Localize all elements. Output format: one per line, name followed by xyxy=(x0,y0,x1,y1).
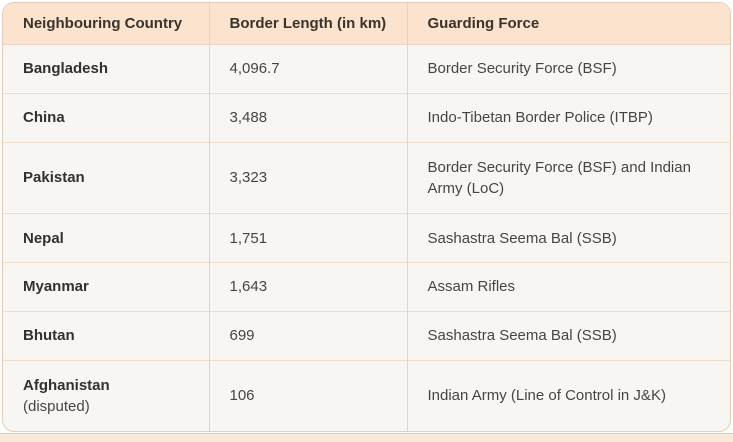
border-length-value: 4,096.7 xyxy=(208,44,407,94)
column-header-neighbouring-country: Neighbouring Country xyxy=(3,3,209,45)
country-name: Nepal xyxy=(23,229,64,247)
column-header-guarding-force: Guarding Force xyxy=(406,3,730,45)
country-name: Afghanistan xyxy=(23,376,110,394)
country-cell: Myanmar xyxy=(3,262,209,311)
guarding-force-value: Sashastra Seema Bal (SSB) xyxy=(406,213,730,263)
country-name: Myanmar xyxy=(23,278,89,296)
border-length-value: 3,488 xyxy=(208,93,407,143)
table-row: Nepal 1,751 Sashastra Seema Bal (SSB) xyxy=(3,213,730,263)
country-cell: Bangladesh xyxy=(3,45,209,94)
table-row: Pakistan 3,323 Border Security Force (BS… xyxy=(3,142,730,214)
country-name: China xyxy=(23,109,65,127)
border-table-card: Neighbouring Country Border Length (in k… xyxy=(2,2,731,432)
table-row: Myanmar 1,643 Assam Rifles xyxy=(3,262,730,312)
country-note: (disputed) xyxy=(23,397,90,415)
table-header: Neighbouring Country Border Length (in k… xyxy=(3,3,730,45)
table-row: Bhutan 699 Sashastra Seema Bal (SSB) xyxy=(3,311,730,361)
column-header-border-length: Border Length (in km) xyxy=(208,3,407,45)
guarding-force-value: Assam Rifles xyxy=(406,262,730,312)
table-row: Bangladesh 4,096.7 Border Security Force… xyxy=(3,44,730,94)
table-body: Bangladesh 4,096.7 Border Security Force… xyxy=(3,44,730,431)
header-row: Neighbouring Country Border Length (in k… xyxy=(3,3,730,45)
country-name: Bhutan xyxy=(23,327,75,345)
country-cell: Pakistan xyxy=(3,142,209,213)
page-section-below-table xyxy=(0,433,733,442)
border-length-value: 1,643 xyxy=(208,262,407,312)
guarding-force-value: Sashastra Seema Bal (SSB) xyxy=(406,311,730,361)
border-length-value: 3,323 xyxy=(208,142,407,214)
guarding-force-value: Border Security Force (BSF) and Indian A… xyxy=(406,142,730,214)
guarding-force-value: Border Security Force (BSF) xyxy=(406,44,730,94)
guarding-force-value: Indo-Tibetan Border Police (ITBP) xyxy=(406,93,730,143)
table-row: Afghanistan (disputed) 106 Indian Army (… xyxy=(3,360,730,431)
guarding-force-value: Indian Army (Line of Control in J&K) xyxy=(406,360,730,431)
country-cell: Nepal xyxy=(3,214,209,263)
border-table: Neighbouring Country Border Length (in k… xyxy=(3,3,730,431)
border-length-value: 1,751 xyxy=(208,213,407,263)
country-name: Pakistan xyxy=(23,169,85,187)
country-cell: China xyxy=(3,93,209,142)
border-length-value: 699 xyxy=(208,311,407,361)
country-cell: Afghanistan (disputed) xyxy=(3,360,209,431)
table-row: China 3,488 Indo-Tibetan Border Police (… xyxy=(3,93,730,143)
country-cell: Bhutan xyxy=(3,311,209,360)
border-length-value: 106 xyxy=(208,360,407,431)
country-name: Bangladesh xyxy=(23,60,109,78)
